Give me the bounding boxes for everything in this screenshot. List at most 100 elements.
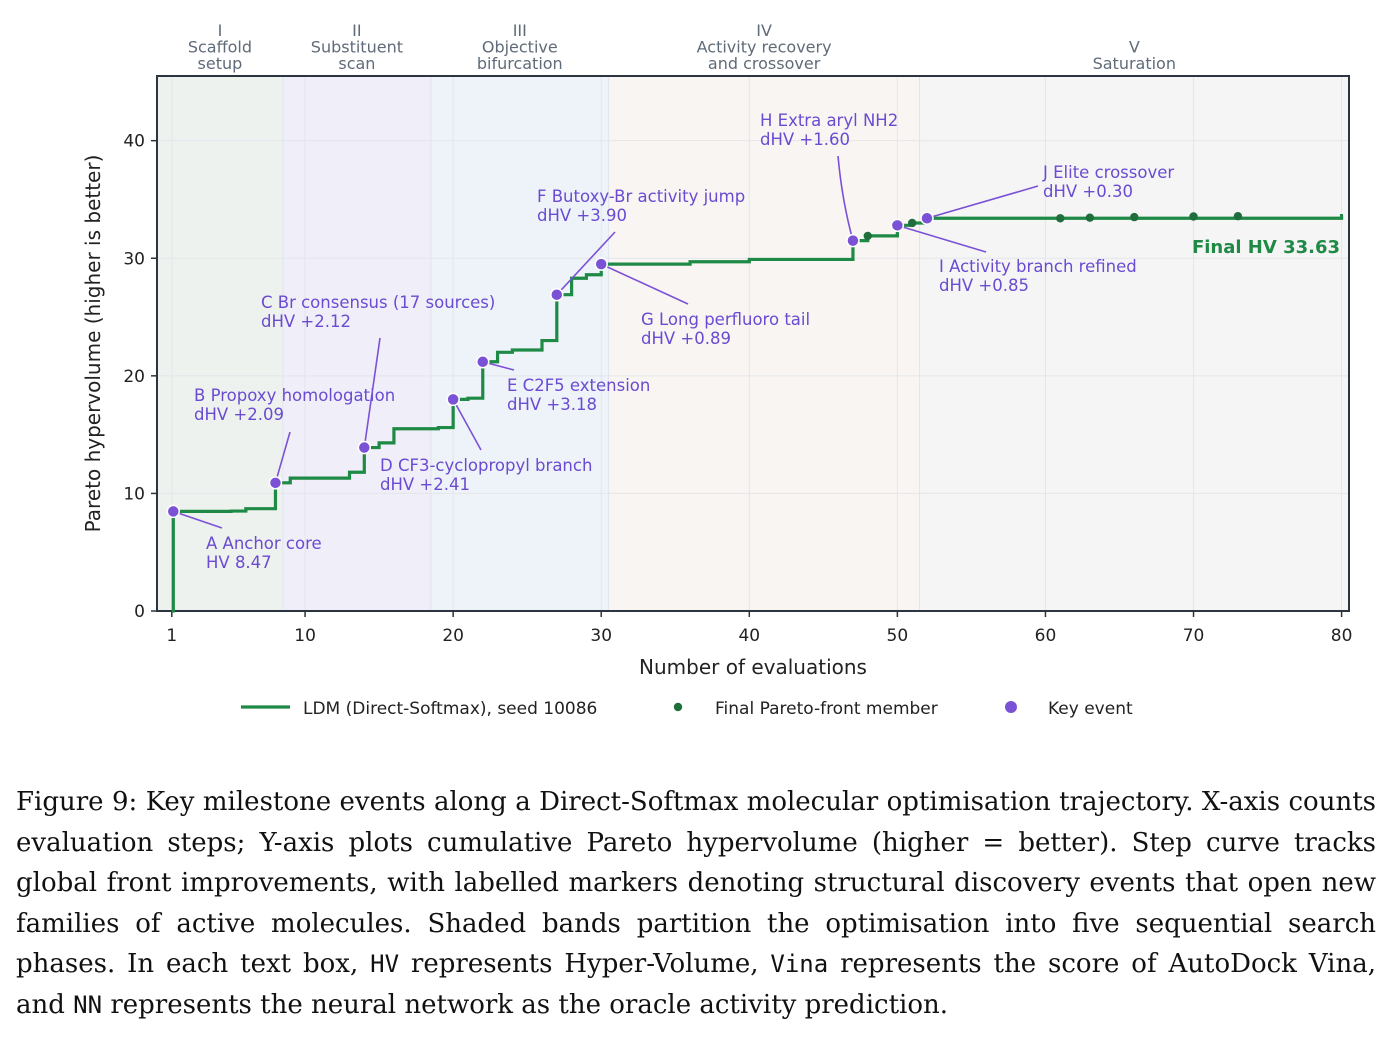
key-event-detail: dHV +3.90	[537, 206, 627, 225]
phase-band-4	[608, 76, 920, 611]
x-tick-label: 70	[1183, 626, 1205, 646]
phase-band-1	[157, 76, 283, 611]
phase-label-3: bifurcation	[477, 54, 563, 73]
key-event-title: I Activity branch refined	[939, 257, 1137, 276]
legend-pareto-swatch	[673, 702, 683, 712]
x-tick-label: 20	[442, 626, 464, 646]
key-event-leader	[173, 510, 223, 529]
key-event-detail: dHV +0.30	[1043, 182, 1133, 201]
pareto-member-point	[863, 231, 872, 241]
key-event-leader	[600, 263, 689, 305]
phase-label-2: II	[352, 21, 361, 40]
key-event-marker	[920, 211, 934, 226]
key-event-title: A Anchor core	[206, 534, 322, 553]
key-event-detail: HV 8.47	[206, 553, 272, 572]
caption-text-4: represents the neural network as the ora…	[102, 989, 949, 1020]
phase-band-2	[282, 76, 431, 611]
x-tick-label: 10	[294, 626, 316, 646]
key-event-marker	[446, 392, 460, 407]
caption-code-hv: HV	[370, 950, 400, 978]
caption-text-1: Key milestone events along a Direct-Soft…	[16, 787, 1376, 979]
legend-label-series: LDM (Direct-Softmax), seed 10086	[303, 699, 597, 719]
plot-frame	[156, 75, 1350, 612]
x-tick-label: 30	[590, 626, 612, 646]
key-event-title: H Extra aryl NH2	[760, 111, 898, 130]
phase-label-2: scan	[338, 54, 375, 73]
key-event-title: B Propoxy homologation	[194, 386, 395, 405]
key-event-marker	[846, 233, 860, 248]
key-event-marker	[476, 354, 490, 369]
legend-label-pareto: Final Pareto-front member	[715, 699, 938, 719]
phase-label-1: Scaffold	[188, 38, 252, 57]
key-event-marker	[594, 257, 608, 271]
caption-code-nn: NN	[73, 990, 103, 1019]
phase-band-3	[430, 76, 609, 611]
phase-label-4: IV	[756, 21, 772, 40]
y-axis-title: Pareto hypervolume (higher is better)	[81, 155, 105, 533]
caption-text-3: represents the score of AutoDock Vina, a…	[16, 949, 1376, 1020]
legend-key-event-swatch	[1005, 701, 1017, 713]
pareto-member-point	[1056, 214, 1065, 223]
phase-label-4: Activity recovery	[697, 38, 832, 57]
key-event-leader	[452, 398, 482, 451]
legend-label-key-event: Key event	[1048, 699, 1133, 719]
phase-label-3: Objective	[482, 38, 558, 57]
key-event-detail: dHV +2.12	[261, 312, 351, 331]
key-event-title: F Butoxy-Br activity jump	[537, 187, 745, 206]
key-event-leader	[926, 185, 1039, 220]
caption-label: Figure 9:	[16, 787, 138, 817]
key-event-title: C Br consensus (17 sources)	[261, 293, 495, 312]
caption-code-vina: Vina	[770, 950, 829, 978]
y-tick-label: 10	[123, 484, 145, 504]
key-event-detail: dHV +0.85	[939, 276, 1029, 295]
pareto-member-point	[1130, 212, 1139, 222]
key-event-title: D CF3-cyclopropyl branch	[380, 456, 592, 475]
y-tick-label: 20	[123, 367, 145, 387]
key-event-leader	[837, 155, 854, 241]
phase-label-2: Substituent	[311, 38, 403, 57]
caption-text-2: represents Hyper-Volume,	[399, 949, 771, 979]
phase-label-1: I	[218, 21, 223, 40]
pareto-member-point	[1085, 213, 1095, 222]
phase-label-3: III	[513, 21, 527, 40]
key-event-leader	[274, 431, 291, 484]
legend: LDM (Direct-Softmax), seed 10086 Final Pa…	[241, 699, 1133, 719]
key-event-marker	[890, 218, 905, 233]
y-tick-label: 40	[123, 132, 145, 152]
key-event-marker	[357, 440, 372, 455]
figure: I Scaffold setup II Substituent scan III Object…	[81, 21, 1353, 719]
x-tick-label: 60	[1035, 626, 1057, 646]
y-tick-label: 30	[123, 249, 145, 269]
key-event-leader	[363, 337, 381, 448]
key-event-marker	[550, 287, 564, 302]
phase-band-5	[919, 76, 1349, 611]
x-tick-label: 1	[166, 626, 177, 646]
key-event-detail: dHV +2.09	[194, 405, 284, 424]
figure-caption: Figure 9: Key milestone events along a D…	[16, 782, 1376, 1025]
key-event-marker	[166, 504, 181, 519]
y-tick-label: 0	[134, 602, 145, 622]
key-event-detail: dHV +1.60	[760, 130, 850, 149]
pareto-member-point	[1189, 212, 1198, 221]
key-event-title: J Elite crossover	[1042, 163, 1174, 182]
x-tick-label: 80	[1331, 626, 1353, 646]
key-event-leader	[897, 224, 987, 253]
key-event-detail: dHV +2.41	[380, 475, 470, 494]
key-event-detail: dHV +3.18	[507, 395, 597, 414]
phase-label-5: V	[1129, 38, 1140, 57]
key-event-marker	[268, 476, 283, 490]
key-event-title: E C2F5 extension	[507, 376, 650, 395]
x-tick-label: 50	[887, 626, 909, 646]
pareto-member-point	[1233, 211, 1243, 221]
final-hv-label: Final HV 33.63	[1192, 237, 1340, 258]
x-axis-title: Number of evaluations	[639, 655, 867, 679]
key-event-detail: dHV +0.89	[641, 329, 731, 348]
x-tick-label: 40	[738, 626, 760, 646]
